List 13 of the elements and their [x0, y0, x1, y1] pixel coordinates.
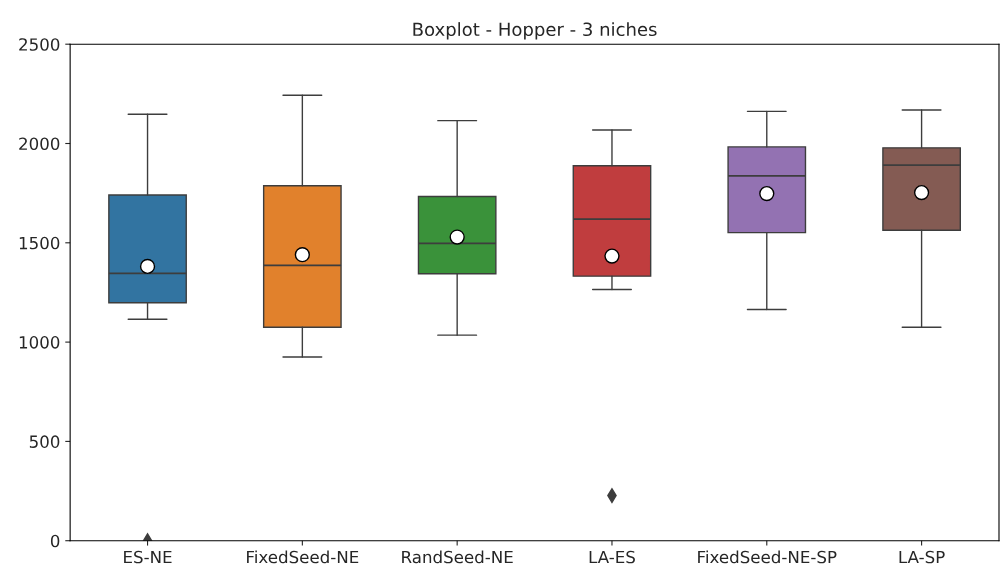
y-tick-label: 1500 [19, 236, 60, 250]
x-tick-label: FixedSeed-NE-SP [698, 550, 837, 564]
x-tick-label: ES-NE [124, 550, 172, 564]
y-tick-label: 2500 [19, 38, 60, 51]
y-tick-label: 500 [29, 435, 60, 448]
x-tick-label: LA-SP [899, 550, 945, 564]
y-tick-label: 2000 [19, 137, 60, 151]
chart-title: Boxplot - Hopper - 3 niches [413, 22, 657, 40]
x-tick-label: FixedSeed-NE [247, 550, 359, 564]
x-tick-label: RandSeed-NE [402, 550, 513, 564]
y-tick-label: 1000 [19, 336, 60, 349]
x-tick-label: LA-ES [589, 550, 635, 564]
y-tick-label: 0 [50, 534, 60, 548]
